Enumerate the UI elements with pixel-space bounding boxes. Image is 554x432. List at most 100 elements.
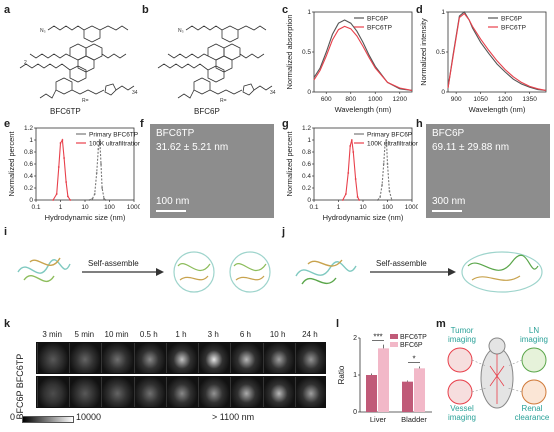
time-label: 5 min [74,330,95,339]
data-point [95,172,98,174]
structure-caption-a: BFC6TP [50,107,81,116]
legend-swatch [390,334,398,339]
x-tick-label: 1000 [368,96,383,103]
imaging-frame [262,377,294,407]
y-tick-label: 0.5 [302,49,311,56]
legend-label: 100K ultrafiltration [367,141,418,148]
imaging-row-bfc6p [36,376,326,408]
structure-caption-b: BFC6P [194,107,220,116]
structure-bfc6p: N₃ R= 34 BFC6P [157,25,276,116]
x-tick-label: 1050 [473,96,488,103]
repeat-34-label-a: 34 [132,90,138,96]
kidney-inset [521,379,547,405]
y-tick-label: 0 [307,89,311,96]
legend-label: Primary BFC6TP [89,132,138,139]
y-axis-label: Ratio [337,365,346,384]
protein-assembly-i-2 [229,251,271,293]
panel-label-f: f [140,118,144,130]
data-point [101,187,104,189]
y-tick-label: 1 [353,372,357,379]
panel-label-g: g [282,118,289,130]
imaging-wavelength: > 1100 nm [212,412,255,422]
imaging-frame [198,343,230,373]
mouse-schematic [447,337,547,409]
time-label: 1 h [175,330,187,339]
category-label: Bladder [401,415,427,424]
y-tick-label: 2 [353,335,357,342]
data-point [104,199,107,201]
time-label: 3 h [207,330,219,339]
y-axis-label: Normalized intensity [419,18,428,86]
plot-frame [35,127,135,201]
data-point [344,193,347,195]
y-tick-label: 0.8 [302,149,311,156]
self-assemble-label-i: Self-assemble [88,259,139,268]
y-tick-label: 0.6 [24,161,33,168]
panel-label-b: b [142,4,149,16]
self-assembly-i: Self-assemble [17,251,271,293]
mouse-head [488,337,506,355]
x-tick-label: 10 [359,204,367,211]
protein-assembly-j [461,251,543,293]
x-tick-label: 1200 [393,96,408,103]
data-point [59,142,62,144]
imaging-frame [37,343,69,373]
application-schematic: Tumor imaging LN imaging Vessel imaging … [442,326,552,430]
data-point [61,139,64,141]
significance-mark: * [412,354,415,363]
vessel-inset [447,379,473,405]
azide-label-b: N₃ [178,28,184,34]
y-tick-label: 0.4 [302,173,311,180]
x-tick-label: 800 [345,96,356,103]
legend-label: BFC6P [501,16,522,23]
panel-label-m: m [436,318,446,330]
time-label: 10 h [269,330,286,339]
imaging-frame [294,377,326,407]
y-tick-label: 1 [307,9,311,16]
x-axis-label: Hydrodynamic size (nm) [45,213,126,222]
chart-c-absorption: 600 800 1000 1200 0 0.5 1 Wavelength (nm) Normal… [285,9,413,114]
tem-h-scale-bar [432,210,462,212]
legend-label: BFC6TP [400,334,427,341]
legend-label: BFC6TP [367,25,392,32]
imaging-frame [69,377,101,407]
x-tick-label: 900 [451,96,462,103]
legend-label: BFC6P [367,16,388,23]
data-point [52,199,55,201]
y-axis-label: Normalized percent [285,131,294,197]
y-tick-label: 0 [29,197,33,204]
series-line [447,11,547,91]
tem-h-title: BFC6P [432,128,465,139]
intensity-colorbar [22,416,74,423]
x-tick-label: 1 [337,204,341,211]
panel-label-h: h [416,118,423,130]
imaging-frame [37,377,69,407]
x-tick-label: 0.1 [309,204,318,211]
time-label: 6 h [239,330,251,339]
time-label: 10 min [104,330,129,339]
y-tick-label: 0.2 [24,185,33,192]
data-point [57,166,60,168]
data-point [91,197,94,200]
label-ln-imaging: LN imaging [519,326,548,344]
series-line [313,19,413,91]
arrow-head-i [156,268,164,276]
y-tick-label: 0.4 [24,173,33,180]
data-point [69,199,72,201]
x-tick-label: 100 [382,204,393,211]
imaging-frame [133,343,165,373]
bar [378,348,389,412]
panel-label-e: e [4,118,11,130]
data-point [63,157,65,159]
data-point [97,148,100,150]
imaging-row-bfc6tp [36,342,326,374]
structure-bfc6tp: N₃ 2 R= 34 BFC6TP [19,25,138,116]
chart-e-dls: 0.1 1 10 100 1000 0 0.2 0.4 0.6 0.8 1 1.2 Hydrodynam… [7,125,140,222]
time-label: 24 h [302,330,318,339]
tem-h-size: 69.11 ± 29.88 nm [432,142,510,153]
connector-lines [471,359,523,393]
y-tick-label: 1 [441,9,445,16]
data-point [88,199,91,201]
data-point [354,178,357,180]
